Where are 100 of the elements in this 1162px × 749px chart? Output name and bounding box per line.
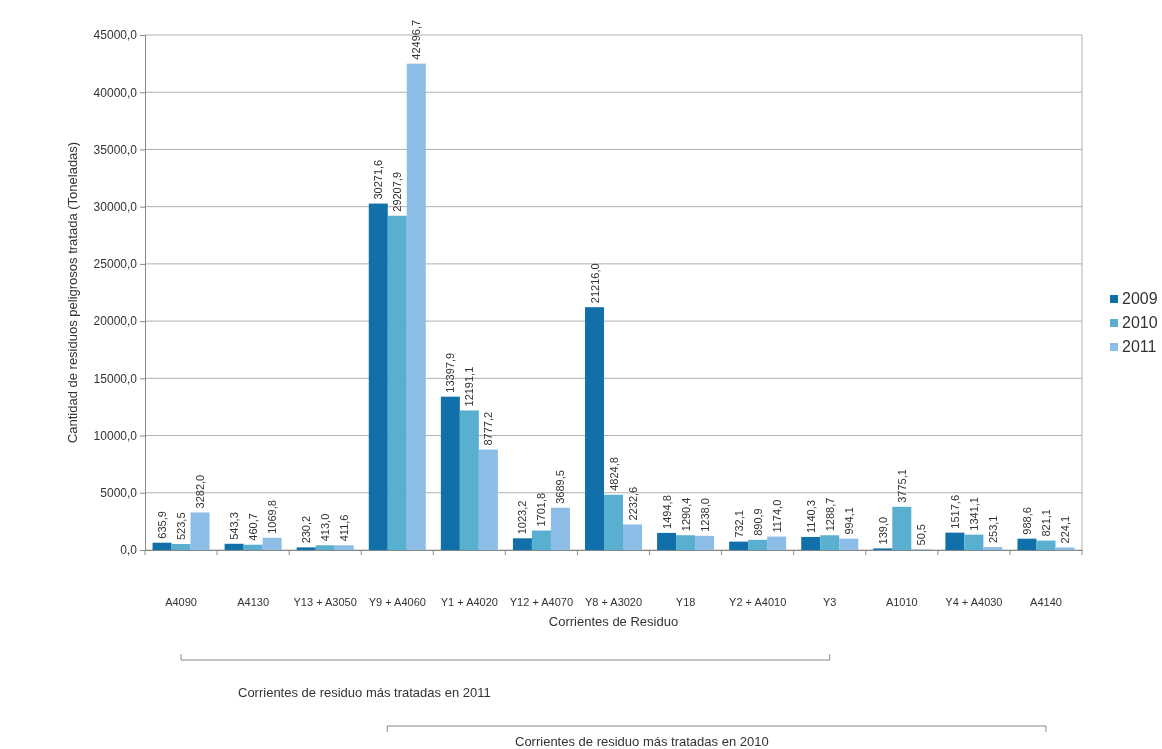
bar [892, 506, 912, 550]
x-axis-title: Corrientes de Residuo [548, 614, 679, 629]
data-label: 139,0 [876, 516, 889, 545]
data-label: 224,1 [1058, 515, 1071, 544]
y-tick-label: 10000,0 [93, 428, 138, 443]
data-label: 988,6 [1020, 507, 1033, 535]
data-label: 29207,9 [391, 171, 404, 212]
bar [695, 535, 715, 550]
y-tick-label: 15000,0 [93, 371, 138, 386]
y-tick-label: 20000,0 [93, 314, 138, 329]
legend-label: 2010 [1122, 314, 1158, 331]
x-tick-label: A4140 [1030, 595, 1062, 608]
x-tick-label: A4130 [237, 595, 270, 608]
x-tick-label: Y8 + A3020 [584, 595, 643, 608]
bar [459, 410, 479, 550]
data-label: 3689,5 [554, 470, 567, 504]
bar [729, 541, 749, 550]
text: Corrientes de residuo más tratadas en 2011 [238, 685, 491, 700]
data-label: 230,2 [300, 515, 313, 544]
bar [478, 449, 498, 550]
y-tick-label: 45000,0 [93, 28, 138, 43]
bar [531, 530, 551, 550]
data-label: 994,1 [842, 507, 855, 535]
data-label: 3282,0 [194, 474, 207, 509]
data-label: 460,7 [247, 513, 260, 541]
data-label: 253,1 [986, 515, 999, 544]
data-label: 1290,4 [679, 497, 692, 532]
bar [243, 544, 263, 550]
bar [171, 544, 191, 550]
data-label: 413,0 [319, 513, 332, 542]
data-label: 523,5 [175, 512, 188, 541]
bar [296, 547, 316, 550]
x-tick-label: Y18 [675, 595, 696, 608]
x-tick-label: Y4 + A4030 [945, 595, 1003, 608]
data-label: 411,6 [338, 514, 351, 542]
bar [801, 536, 821, 550]
data-label: 2232,6 [626, 486, 639, 521]
data-label: 50,5 [914, 524, 927, 546]
data-label: 1517,6 [948, 494, 961, 529]
bar [440, 396, 460, 550]
data-label: 30271,6 [372, 159, 385, 200]
bar [585, 307, 604, 550]
data-label: 543,3 [228, 512, 241, 540]
x-tick-label: A4090 [165, 595, 197, 608]
x-tick-label: Y12 + A4070 [509, 595, 574, 608]
data-label: 42496,7 [410, 19, 423, 60]
bar [604, 494, 623, 550]
data-label: 4824,8 [607, 457, 620, 491]
data-label: 8777,2 [482, 411, 495, 446]
bar [262, 537, 282, 550]
bar [315, 545, 335, 550]
bar [152, 542, 172, 550]
bar [820, 535, 840, 550]
data-label: 1023,2 [516, 500, 529, 535]
bar [1036, 540, 1056, 550]
bar [676, 535, 696, 550]
bar [964, 534, 984, 550]
data-label: 732,1 [732, 510, 745, 538]
bar [983, 547, 1003, 550]
bar [224, 543, 244, 550]
legend-label: 2011 [1122, 338, 1157, 355]
x-tick-label: A1010 [885, 595, 918, 608]
x-tick-label: Y2 + A4010 [729, 595, 787, 608]
y-tick-label: 30000,0 [93, 200, 138, 215]
data-label: 821,1 [1039, 509, 1052, 537]
data-label: 21216,0 [588, 263, 601, 304]
data-label: 1494,8 [660, 495, 673, 529]
bar [945, 532, 965, 550]
bar [190, 512, 210, 550]
bar [767, 536, 787, 550]
bar [839, 538, 859, 550]
bar [623, 524, 642, 550]
data-label: 1238,0 [698, 498, 711, 532]
data-label: 1069,8 [266, 500, 279, 534]
bar [512, 538, 532, 550]
text: Corrientes de residuo más tratadas en 2010 [515, 734, 769, 749]
data-label: 3775,1 [895, 469, 908, 503]
bar [1055, 547, 1075, 550]
bar [368, 203, 388, 550]
data-label: 1140,3 [804, 500, 817, 533]
x-tick-label: Y13 + A3050 [293, 595, 357, 608]
y-tick-label: 5000,0 [100, 486, 138, 501]
bar [1017, 538, 1037, 550]
y-tick-label: 35000,0 [93, 142, 138, 157]
bar [406, 63, 426, 550]
data-label: 1341,1 [967, 497, 980, 531]
data-label: 12191,1 [463, 366, 476, 407]
data-label: 13397,9 [444, 352, 457, 393]
data-label: 1701,8 [535, 492, 548, 527]
x-tick-label: Y3 [823, 595, 837, 608]
y-tick-label: 0,0 [120, 543, 138, 558]
data-label: 635,9 [156, 511, 169, 539]
y-tick-label: 40000,0 [93, 85, 138, 100]
y-tick-label: 25000,0 [93, 257, 138, 272]
y-axis-title: Cantidad de residuos peligrosos tratada (Toneladas) [65, 141, 80, 444]
data-label: 890,9 [751, 508, 764, 536]
data-label: 1174,0 [770, 499, 783, 533]
bar [334, 545, 354, 550]
bar [748, 539, 768, 550]
data-label: 1288,7 [823, 497, 836, 532]
